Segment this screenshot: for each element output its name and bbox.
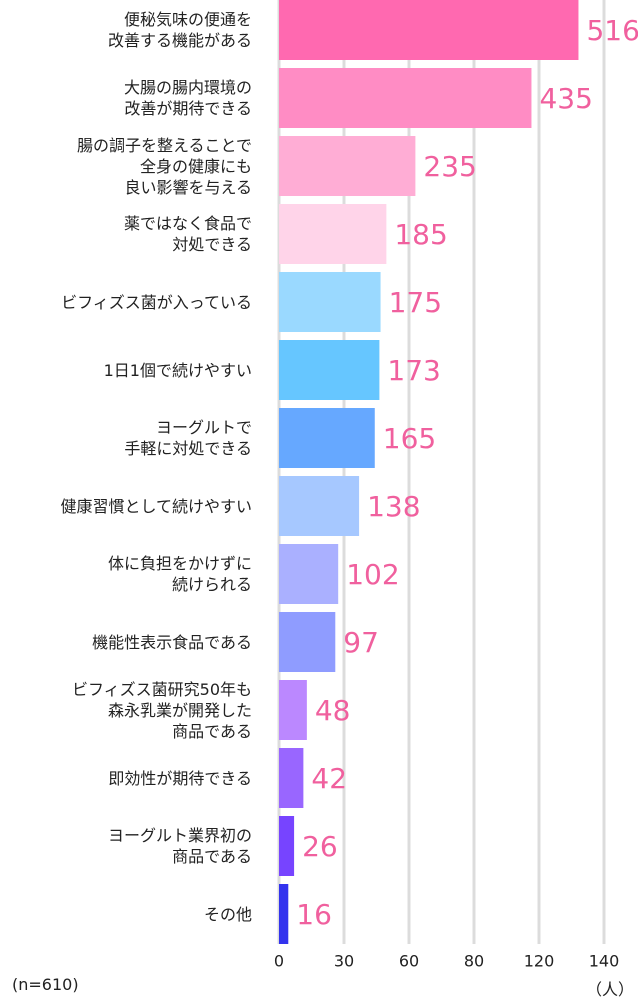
bar <box>279 136 416 196</box>
category-label: 腸の調子を整えることで 全身の健康にも 良い影響を与える <box>76 135 252 197</box>
value-label: 516 <box>586 14 638 47</box>
value-label: 435 <box>539 82 592 115</box>
bar <box>279 680 307 740</box>
x-tick-label: 140 <box>589 952 620 971</box>
category-label: ビフィズス菌が入っている <box>61 292 252 312</box>
category-label: 健康習慣として続けやすい <box>60 496 252 516</box>
category-label: ビフィズス菌研究50年も 森永乳業が開発した 商品である <box>71 679 252 741</box>
value-label: 26 <box>302 830 338 863</box>
bar <box>279 884 289 944</box>
value-label: 165 <box>383 422 436 455</box>
bar <box>279 0 579 60</box>
bar <box>279 204 387 264</box>
value-label: 97 <box>343 626 379 659</box>
x-tick-label: 30 <box>334 952 354 971</box>
category-label: ヨーグルトで 手軽に対処できる <box>124 418 252 458</box>
category-label: 機能性表示食品である <box>92 632 252 652</box>
bar <box>279 272 381 332</box>
x-tick-label: 80 <box>464 952 484 971</box>
category-label: 薬ではなく食品で 対処できる <box>123 214 252 254</box>
bar <box>279 408 375 468</box>
bar <box>279 544 339 604</box>
value-label: 138 <box>367 490 420 523</box>
value-label: 185 <box>394 218 447 251</box>
bar <box>279 476 360 536</box>
category-label: その他 <box>203 904 252 924</box>
x-tick-label: 0 <box>274 952 284 971</box>
value-label: 235 <box>423 150 476 183</box>
bar <box>279 748 304 808</box>
category-label: 即効性が期待できる <box>108 768 252 788</box>
bar <box>279 340 380 400</box>
value-label: 42 <box>311 762 347 795</box>
category-label: 大腸の腸内環境の 改善が期待できる <box>123 78 252 118</box>
bar <box>279 68 532 128</box>
bar <box>279 816 295 876</box>
value-label: 175 <box>389 286 442 319</box>
category-label: ヨーグルト業界初の 商品である <box>107 826 252 866</box>
category-label: 1日1個で続けやすい <box>103 360 252 380</box>
x-tick-label: 120 <box>524 952 555 971</box>
bar <box>279 612 336 672</box>
value-label: 16 <box>296 898 332 931</box>
category-label: 体に負担をかけずに 続けられる <box>107 554 252 594</box>
category-label: 便秘気味の便通を 改善する機能がある <box>107 10 252 50</box>
x-tick-label: 60 <box>399 952 419 971</box>
value-label: 102 <box>346 558 399 591</box>
unit-label: （人） <box>586 980 635 997</box>
sample-note: (n=610) <box>12 975 79 994</box>
value-label: 48 <box>315 694 351 727</box>
value-label: 173 <box>387 354 440 387</box>
